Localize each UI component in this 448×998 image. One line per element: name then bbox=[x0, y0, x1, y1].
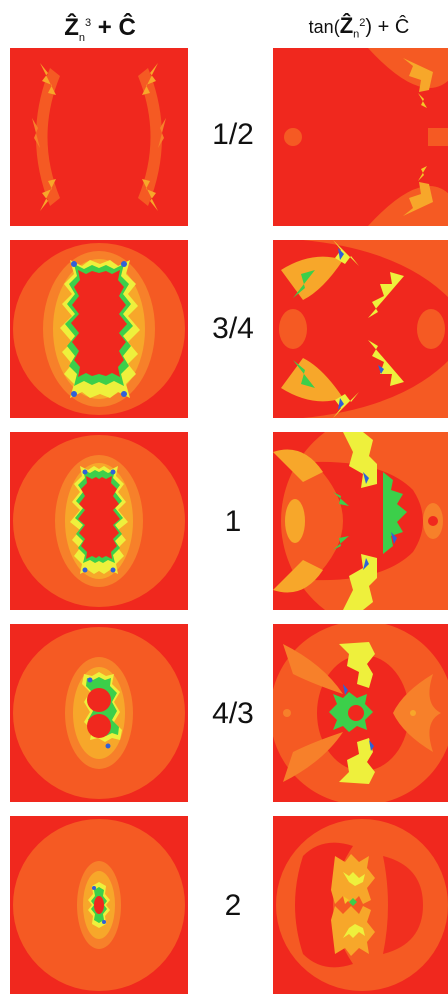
fractal-cubic-row-4 bbox=[10, 624, 188, 802]
row-label-1: 1/2 bbox=[212, 118, 254, 151]
row-label-4: 4/3 bbox=[212, 697, 254, 730]
header-cubic-map: Ẑn3 + Ĉ bbox=[64, 14, 136, 44]
fractal-tangent-row-1 bbox=[273, 48, 448, 226]
fractal-cubic-row-3 bbox=[10, 432, 188, 610]
fractal-tangent-row-4 bbox=[273, 624, 448, 802]
fractal-tangent-row-2 bbox=[273, 240, 448, 418]
fractal-tangent-row-3 bbox=[273, 432, 448, 610]
header-tangent-map: tan(Ẑn2) + Ĉ bbox=[308, 13, 410, 41]
fractal-cubic-row-2 bbox=[10, 240, 188, 418]
row-label-3: 1 bbox=[224, 505, 242, 538]
fractal-cubic-row-5 bbox=[10, 816, 188, 994]
fractal-tangent-row-5 bbox=[273, 816, 448, 994]
fractal-cubic-row-1 bbox=[10, 48, 188, 226]
row-label-2: 3/4 bbox=[212, 312, 254, 345]
row-label-5: 2 bbox=[224, 889, 242, 922]
